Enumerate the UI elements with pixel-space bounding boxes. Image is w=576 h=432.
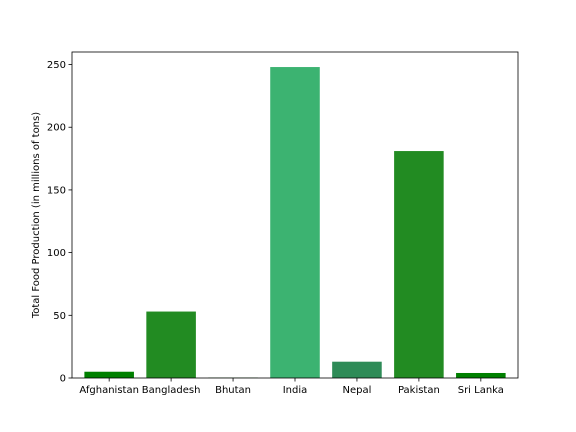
bar-nepal — [332, 361, 382, 378]
x-axis: Afghanistan Bangladesh Bhutan India Nepal Pak… — [79, 378, 504, 396]
bar-afghanistan — [84, 371, 134, 378]
bar-bangladesh — [146, 311, 196, 378]
y-tick-label: 100 — [47, 248, 66, 259]
bar-india — [270, 67, 320, 379]
bars-layer — [84, 67, 506, 379]
y-tick-label: 250 — [47, 60, 66, 71]
y-tick-label: 200 — [47, 123, 66, 134]
x-tick-label: Nepal — [342, 385, 371, 396]
x-tick-label: Pakistan — [398, 385, 440, 396]
x-tick-label: Bhutan — [215, 385, 251, 396]
bar-sri-lanka — [456, 372, 506, 378]
plot-frame — [71, 51, 519, 379]
x-tick-label: Afghanistan — [79, 385, 139, 396]
x-tick-label: Bangladesh — [142, 385, 201, 396]
y-tick-label: 50 — [53, 311, 66, 322]
y-tick-label: 150 — [47, 185, 66, 196]
x-tick-label: India — [283, 385, 308, 396]
bar-pakistan — [394, 151, 444, 378]
y-tick-label: 0 — [60, 374, 66, 385]
x-tick-label: Sri Lanka — [458, 385, 504, 396]
y-axis-label: Total Food Production (in millions of to… — [31, 112, 42, 319]
y-axis: 0 50 100 150 200 250 — [47, 60, 72, 385]
